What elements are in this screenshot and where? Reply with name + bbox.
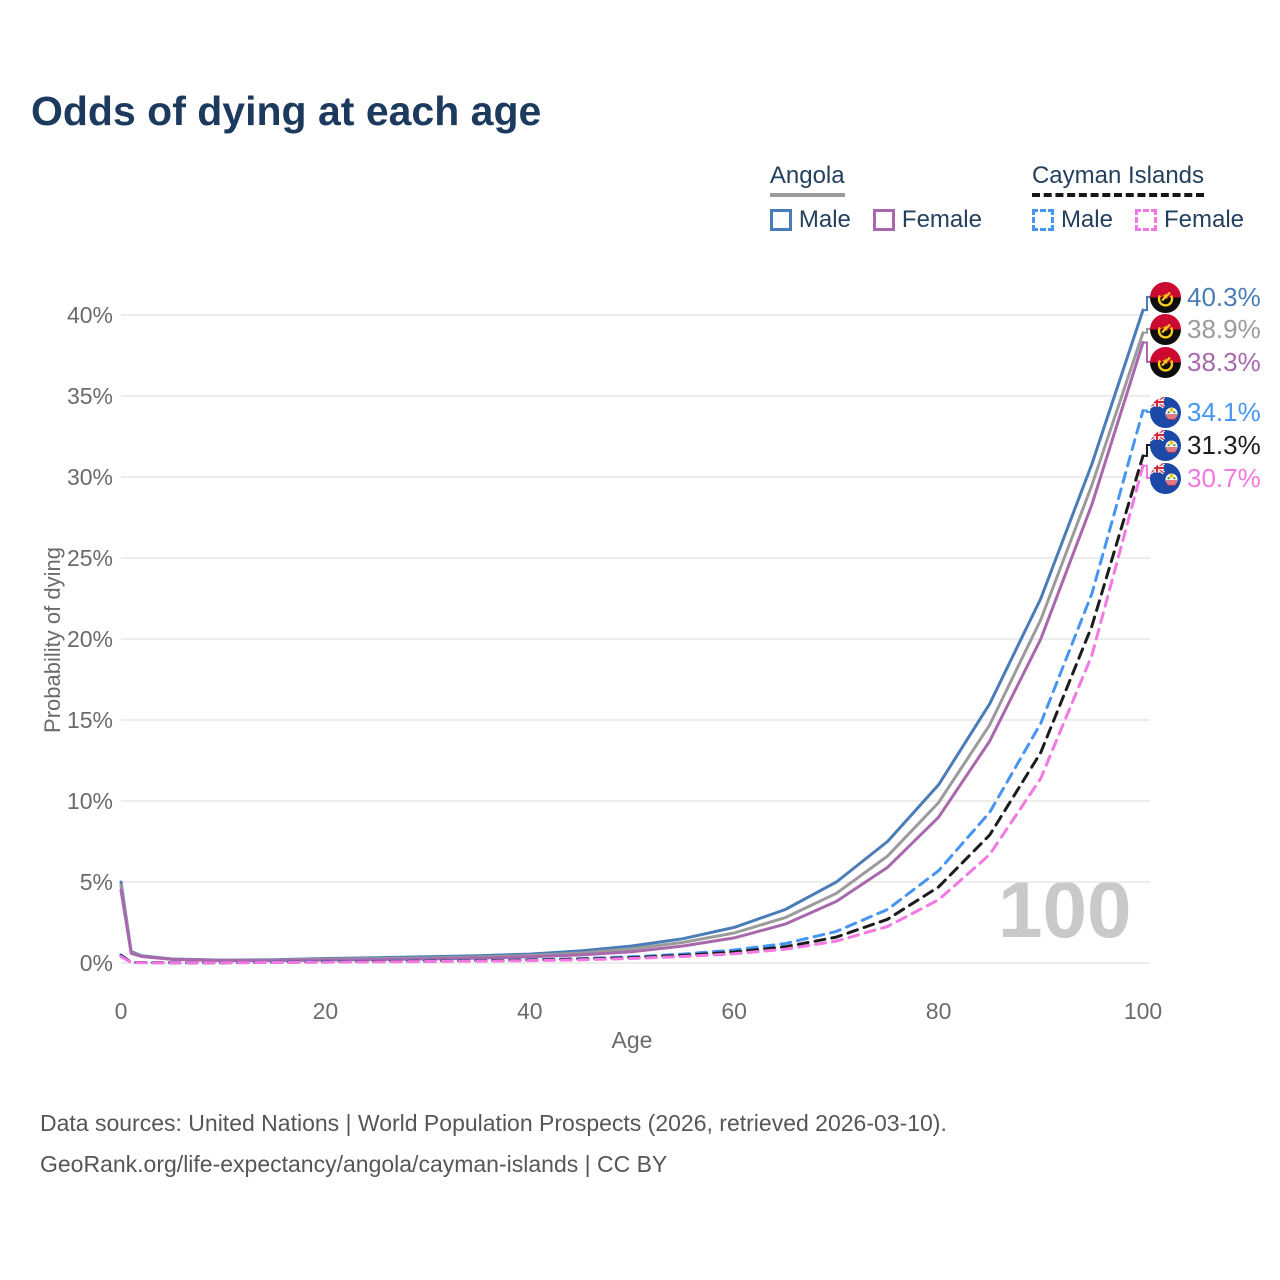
y-tick-30: 30%	[67, 464, 113, 490]
angola-flag-icon	[1150, 314, 1181, 345]
legend-label-cayman-female: Female	[1163, 206, 1244, 233]
legend-country-angola[interactable]: Angola	[769, 162, 845, 197]
end-label-cayman-female: 30.7%	[1150, 462, 1261, 494]
cayman-islands-flag-icon	[1150, 463, 1181, 494]
end-label-cayman-male: 34.1%	[1150, 396, 1261, 428]
legend-group-angola: Angola Male Female	[769, 162, 982, 234]
x-tick-0: 0	[115, 998, 128, 1024]
angola-flag-icon	[1150, 347, 1181, 378]
y-axis-title: Probability of dying	[40, 547, 65, 733]
age-counter-watermark: 100	[998, 865, 1132, 954]
end-value-angola-male: 40.3%	[1187, 281, 1261, 312]
angola-flag-icon	[1150, 282, 1181, 313]
angola-male-swatch-icon	[769, 209, 792, 231]
cayman-male-swatch-icon	[1031, 209, 1054, 231]
end-label-angola-male: 40.3%	[1150, 281, 1261, 313]
data-source-line: Data sources: United Nations | World Pop…	[40, 1110, 947, 1136]
y-tick-5: 5%	[80, 869, 113, 895]
end-label-angola-female: 38.3%	[1150, 346, 1261, 378]
x-tick-40: 40	[517, 998, 543, 1024]
legend-group-cayman-islands: Cayman Islands Male Female	[1031, 162, 1244, 234]
attribution-line: GeoRank.org/life-expectancy/angola/cayma…	[40, 1151, 668, 1177]
legend-country-cayman-islands[interactable]: Cayman Islands	[1031, 162, 1205, 197]
legend-item-cayman-female[interactable]: Female	[1134, 206, 1244, 234]
y-tick-15: 15%	[67, 707, 113, 733]
series-line-cayman-male	[119, 409, 1145, 965]
legend-label-cayman-male: Male	[1060, 206, 1113, 233]
x-tick-60: 60	[721, 998, 747, 1024]
series-line-angola-female	[119, 341, 1145, 963]
x-axis-title: Age	[611, 1027, 653, 1053]
end-value-cayman-male: 34.1%	[1187, 396, 1261, 427]
legend-item-angola-female[interactable]: Female	[872, 206, 982, 234]
end-label-angola-total: 38.9%	[1150, 313, 1261, 345]
x-tick-20: 20	[313, 998, 339, 1024]
legend-item-angola-male[interactable]: Male	[769, 206, 851, 234]
end-value-angola-female: 38.3%	[1187, 346, 1261, 377]
series-line-cayman-total	[119, 454, 1145, 965]
cayman-female-swatch-icon	[1134, 209, 1157, 231]
y-tick-20: 20%	[67, 626, 113, 652]
legend-item-cayman-male[interactable]: Male	[1031, 206, 1113, 234]
legend-label-angola-female: Female	[901, 206, 982, 233]
end-value-cayman-total: 31.3%	[1187, 429, 1261, 460]
legend: Angola Male Female Cayman Islands Male	[769, 162, 1244, 234]
angola-female-swatch-icon	[872, 209, 895, 231]
legend-items-angola: Male Female	[769, 206, 982, 234]
x-tick-100: 100	[1124, 998, 1162, 1024]
x-tick-80: 80	[926, 998, 952, 1024]
series-line-angola-total	[119, 331, 1145, 962]
end-value-angola-total: 38.9%	[1187, 313, 1261, 344]
cayman-islands-flag-icon	[1150, 430, 1181, 461]
series-line-angola-male	[119, 308, 1145, 962]
y-tick-25: 25%	[67, 545, 113, 571]
y-tick-10: 10%	[67, 788, 113, 814]
series-line-cayman-female	[119, 464, 1145, 965]
legend-items-cayman-islands: Male Female	[1031, 206, 1244, 234]
page-title: Odds of dying at each age	[31, 88, 542, 134]
legend-label-angola-male: Male	[798, 206, 851, 233]
y-tick-35: 35%	[67, 383, 113, 409]
end-label-cayman-total: 31.3%	[1150, 429, 1261, 461]
cayman-islands-flag-icon	[1150, 397, 1181, 428]
y-tick-40: 40%	[67, 302, 113, 328]
end-value-cayman-female: 30.7%	[1187, 462, 1261, 493]
y-tick-0: 0%	[80, 950, 113, 976]
